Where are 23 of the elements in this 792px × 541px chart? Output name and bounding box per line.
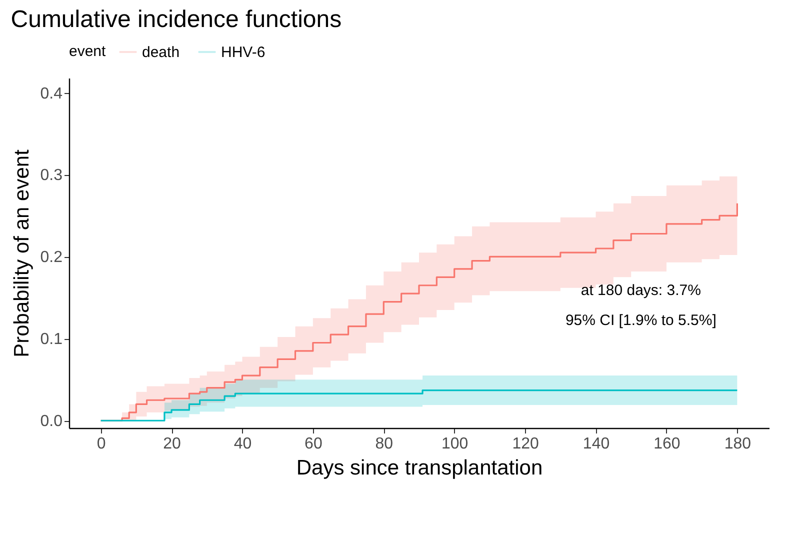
- y-tick-label: 0.4: [40, 85, 63, 102]
- x-tick-label: 60: [304, 436, 322, 452]
- legend-title: event: [69, 43, 107, 60]
- y-tick-label: 0.1: [40, 331, 63, 348]
- x-tick-label: 180: [724, 436, 752, 452]
- annotation: at 180 days: 3.7%: [580, 282, 701, 300]
- x-tick-label: 0: [96, 436, 106, 452]
- chart-title: Cumulative incidence functions: [10, 6, 342, 33]
- x-tick-label: 80: [375, 436, 394, 452]
- y-tick-label: 0.2: [40, 249, 63, 266]
- annotation: 95% CI [1.9% to 5.5%]: [565, 312, 716, 330]
- x-tick-label: 160: [654, 436, 680, 452]
- y-tick-label: 0.0: [40, 413, 63, 430]
- x-axis-title: Days since transplantation: [296, 456, 543, 480]
- y-axis-title: Probability of an event: [10, 149, 34, 358]
- x-tick-label: 140: [582, 436, 610, 452]
- y-tick-label: 0.3: [40, 167, 63, 184]
- legend-label: death: [142, 44, 180, 61]
- x-tick-label: 100: [442, 436, 468, 452]
- legend-label: HHV-6: [221, 44, 266, 61]
- x-tick-label: 120: [512, 436, 540, 452]
- x-tick-label: 40: [234, 436, 252, 452]
- x-tick-label: 20: [163, 436, 182, 452]
